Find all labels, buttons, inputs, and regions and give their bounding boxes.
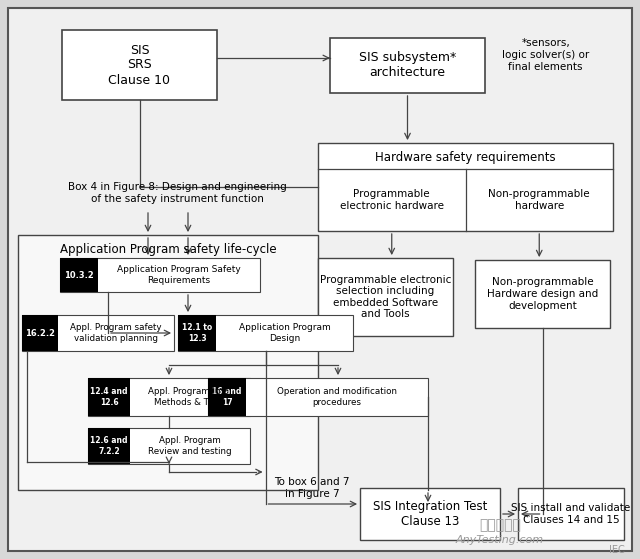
Text: Box 4 in Figure 8: Design and engineering
of the safety instrument function: Box 4 in Figure 8: Design and engineerin…	[68, 182, 287, 204]
Bar	[60, 258, 98, 292]
Text: Programmable
electronic hardware: Programmable electronic hardware	[340, 189, 444, 211]
Text: Appl. Program Imp.
Methods & Tools: Appl. Program Imp. Methods & Tools	[148, 387, 232, 407]
Bar	[208, 378, 246, 416]
Bar	[88, 378, 250, 416]
Text: Application Program Safety
Requirements: Application Program Safety Requirements	[117, 266, 241, 285]
Bar	[88, 428, 130, 464]
Text: Appl. Program
Review and testing: Appl. Program Review and testing	[148, 437, 232, 456]
Bar	[22, 315, 174, 351]
Bar	[330, 38, 485, 93]
Bar	[318, 143, 613, 231]
Text: SIS install and validate
Clauses 14 and 15: SIS install and validate Clauses 14 and …	[511, 503, 630, 525]
Text: SIS Integration Test
Clause 13: SIS Integration Test Clause 13	[373, 500, 487, 528]
Bar	[88, 428, 250, 464]
Text: AnyTesting.com: AnyTesting.com	[456, 535, 544, 545]
Text: Operation and modification
procedures: Operation and modification procedures	[277, 387, 397, 407]
Text: Non-programmable
Hardware design and
development: Non-programmable Hardware design and dev…	[487, 277, 598, 311]
Text: Hardware safety requirements: Hardware safety requirements	[375, 150, 556, 163]
Text: *sensors,
logic solver(s) or
final elements: *sensors, logic solver(s) or final eleme…	[502, 39, 589, 72]
Bar	[62, 30, 217, 100]
Bar	[22, 315, 58, 351]
Bar	[360, 488, 500, 540]
Text: Programmable electronic
selection including
embedded Software
and Tools: Programmable electronic selection includ…	[320, 274, 451, 319]
Text: 12.6 and
7.2.2: 12.6 and 7.2.2	[90, 437, 128, 456]
Bar	[88, 378, 130, 416]
Text: 12.4 and
12.6: 12.4 and 12.6	[90, 387, 128, 407]
Text: Application Program safety life-cycle: Application Program safety life-cycle	[60, 243, 276, 255]
Bar	[208, 378, 428, 416]
Text: SIS
SRS
Clause 10: SIS SRS Clause 10	[109, 44, 170, 87]
Text: IEC: IEC	[609, 545, 625, 555]
Text: Non-programmable
hardware: Non-programmable hardware	[488, 189, 590, 211]
Text: 12.1 to
12.3: 12.1 to 12.3	[182, 323, 212, 343]
Text: 16.2.2: 16.2.2	[25, 329, 55, 338]
Text: 16 and
17: 16 and 17	[212, 387, 242, 407]
Bar	[475, 260, 610, 328]
Bar	[60, 258, 260, 292]
Text: To box 6 and 7
in Figure 7: To box 6 and 7 in Figure 7	[275, 477, 349, 499]
Text: 嘉峪检测网: 嘉峪检测网	[479, 518, 521, 532]
Bar	[178, 315, 216, 351]
Bar	[178, 315, 353, 351]
Text: Appl. Program safety
validation planning: Appl. Program safety validation planning	[70, 323, 162, 343]
Bar	[518, 488, 624, 540]
Text: Application Program
Design: Application Program Design	[239, 323, 330, 343]
Bar	[318, 258, 453, 336]
Bar	[18, 235, 318, 490]
Text: 10.3.2: 10.3.2	[64, 271, 94, 280]
Text: SIS subsystem*
architecture: SIS subsystem* architecture	[359, 51, 456, 79]
